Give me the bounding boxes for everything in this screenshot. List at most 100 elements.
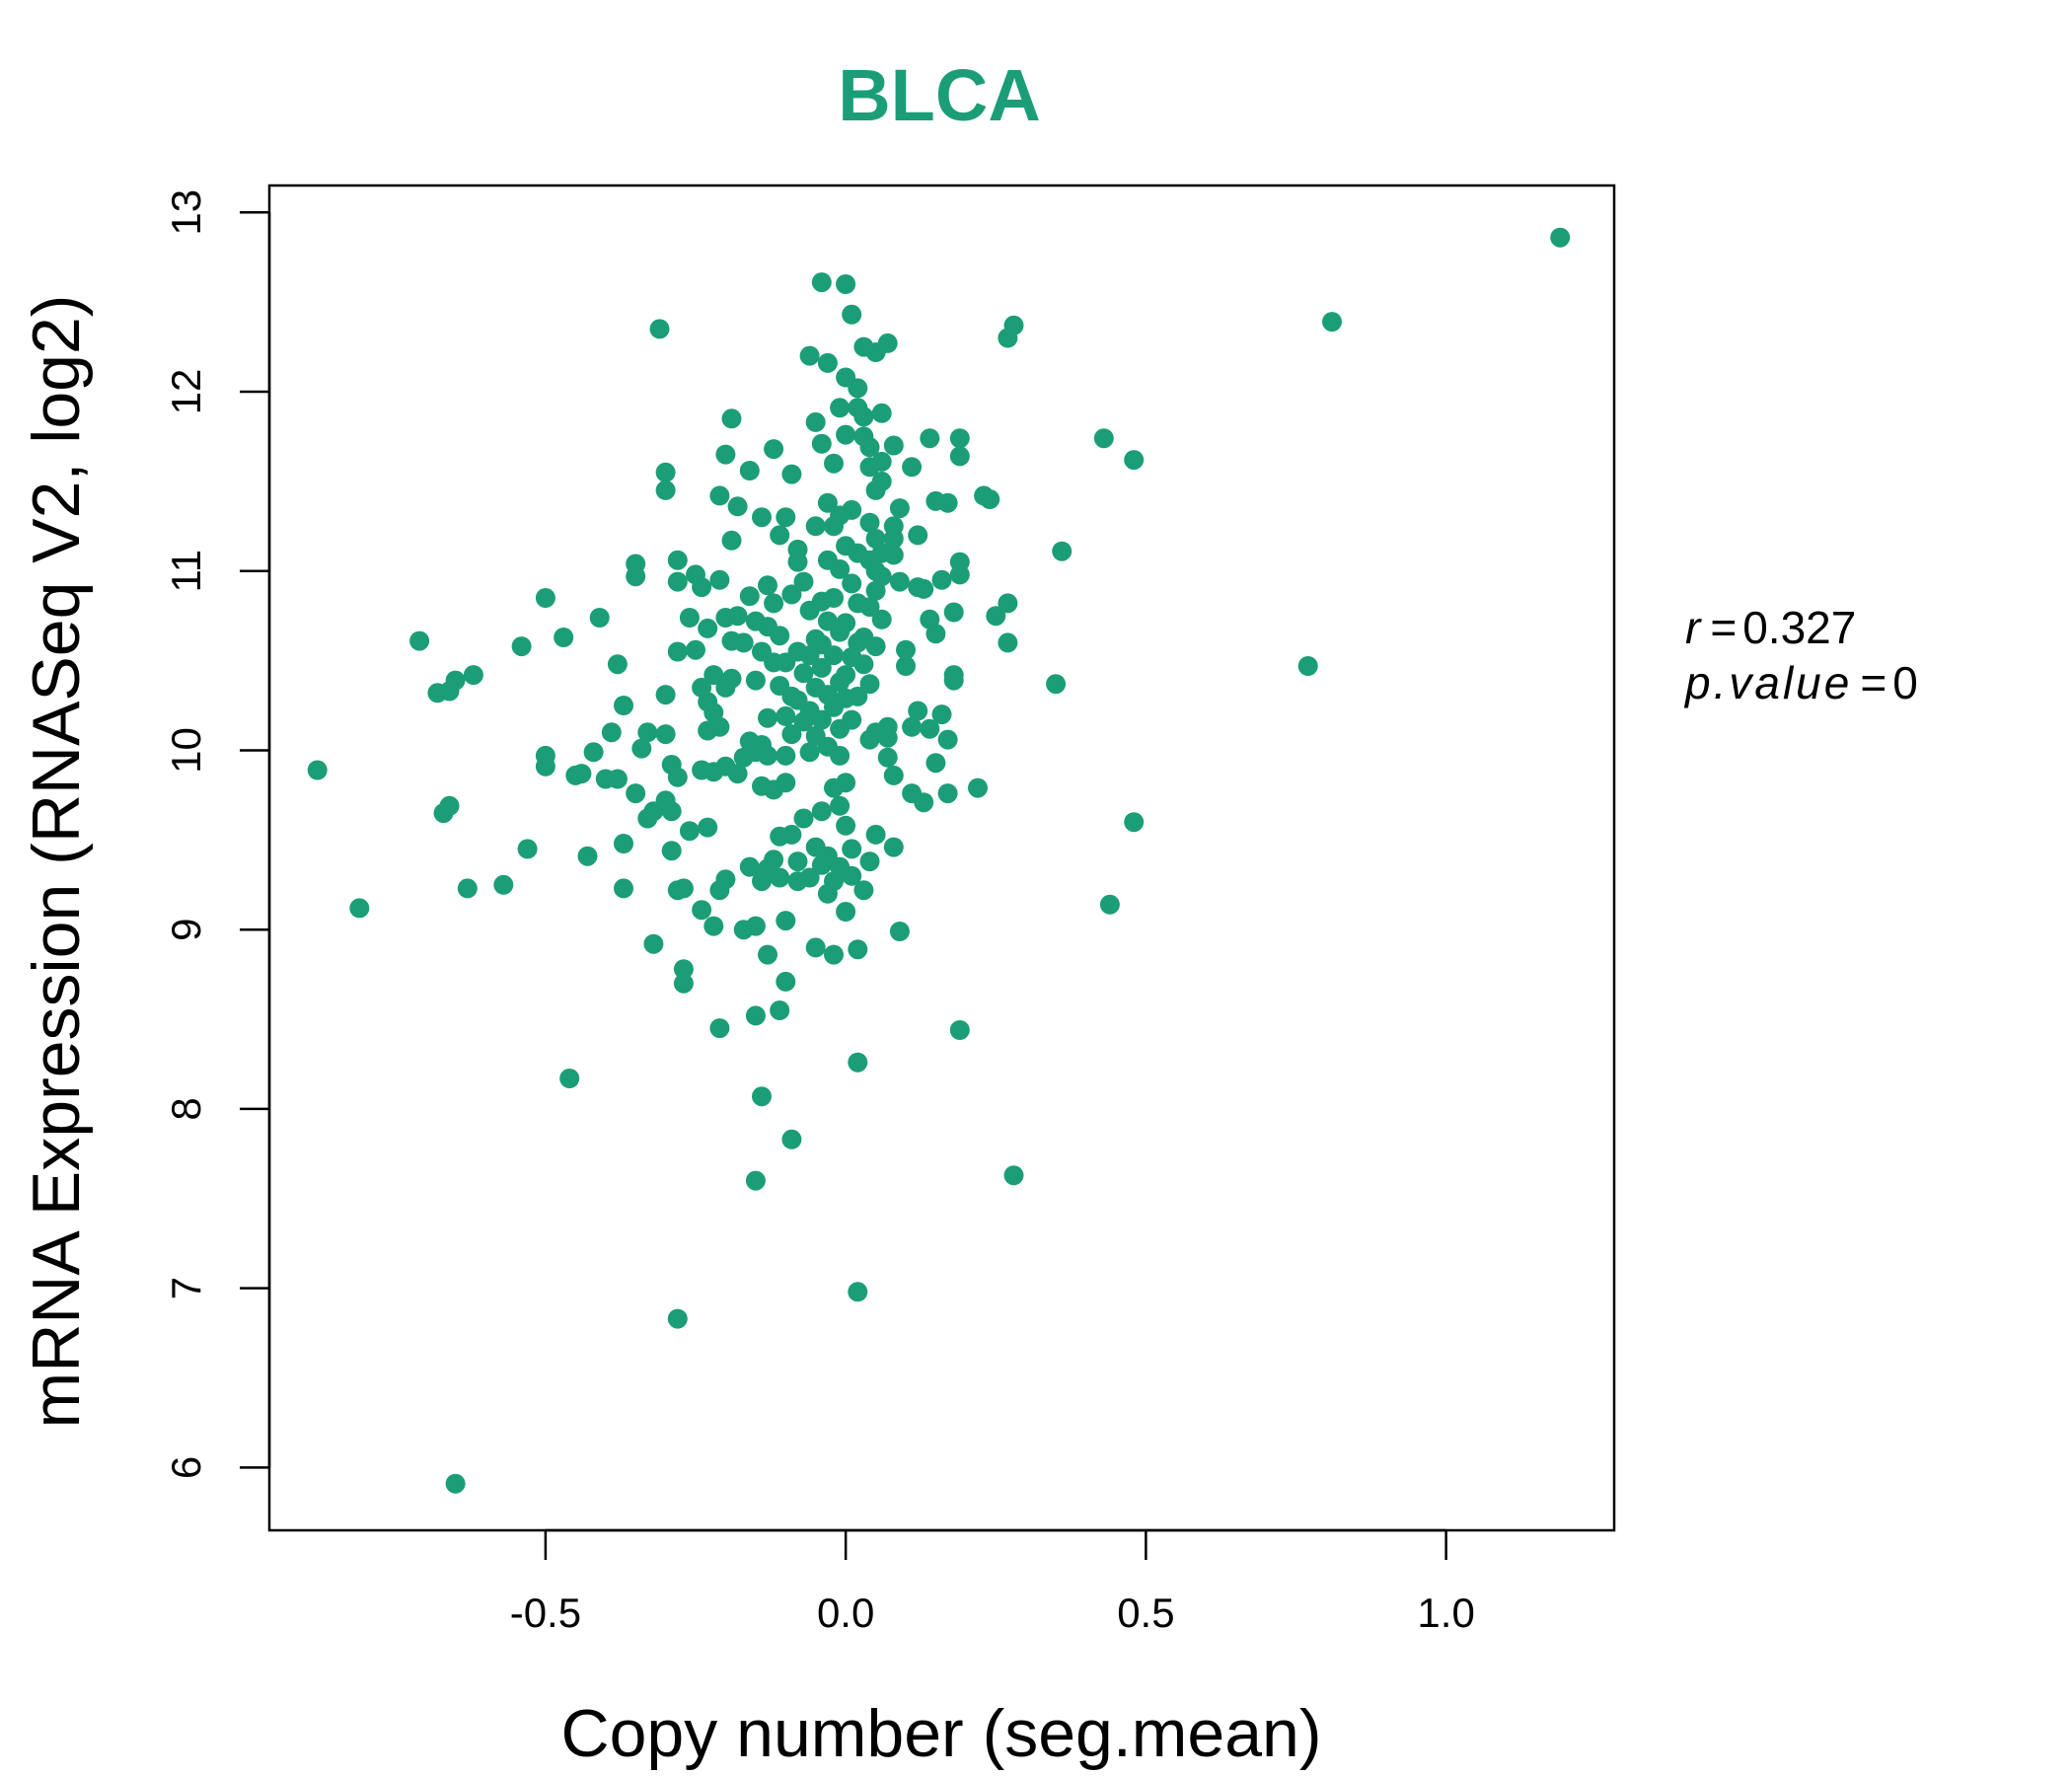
data-point — [793, 711, 814, 732]
data-point — [781, 464, 802, 484]
data-point — [865, 824, 886, 845]
data-point — [842, 304, 862, 325]
data-point — [1093, 428, 1114, 449]
data-point — [409, 630, 430, 651]
data-point — [715, 608, 736, 628]
data-point — [902, 783, 923, 804]
data-point — [752, 776, 772, 796]
data-point — [949, 446, 970, 467]
data-point — [655, 685, 676, 705]
data-point — [667, 550, 688, 570]
data-point — [787, 851, 808, 872]
data-point — [805, 516, 826, 537]
r-symbol: r — [1685, 602, 1702, 653]
data-point — [727, 496, 748, 517]
data-point — [758, 707, 777, 728]
data-point — [770, 826, 790, 847]
data-point — [614, 878, 633, 899]
data-point — [535, 745, 555, 766]
data-point — [859, 851, 880, 872]
data-point — [998, 328, 1018, 348]
data-point — [770, 525, 790, 546]
x-axis: -0.5 0.0 0.5 1.0 — [510, 1528, 1475, 1636]
data-point — [745, 1170, 766, 1191]
data-point — [920, 718, 940, 739]
y-axis-label: mRNA Expression (RNASeq V2, log2) — [19, 295, 94, 1429]
data-point — [805, 629, 826, 649]
data-point — [836, 536, 856, 556]
data-point — [1046, 674, 1067, 695]
data-point — [871, 403, 892, 423]
data-point — [824, 944, 844, 965]
data-point — [703, 665, 724, 686]
data-point — [799, 345, 820, 366]
data-point — [842, 573, 862, 594]
data-point — [709, 880, 730, 901]
x-tick-label: 1.0 — [1417, 1590, 1474, 1636]
data-point — [877, 747, 898, 768]
data-point — [830, 398, 851, 418]
data-point — [949, 1020, 970, 1040]
data-point — [698, 720, 718, 741]
data-point — [836, 367, 856, 388]
data-point — [457, 878, 478, 899]
data-point — [770, 1000, 790, 1020]
plot-frame — [267, 184, 1616, 1532]
data-point — [1099, 894, 1120, 915]
data-point — [739, 461, 760, 481]
data-point — [307, 760, 328, 780]
data-point — [853, 336, 874, 357]
data-point — [511, 636, 532, 657]
data-point — [703, 916, 724, 936]
data-point — [535, 588, 555, 608]
y-tick-label: 12 — [163, 369, 209, 415]
data-point — [908, 577, 928, 598]
data-point — [661, 755, 682, 775]
data-point — [824, 516, 844, 537]
data-point — [805, 725, 826, 746]
data-point — [805, 937, 826, 958]
data-point — [692, 760, 712, 780]
data-point — [889, 922, 910, 941]
data-point — [752, 507, 772, 528]
data-point — [770, 676, 790, 696]
data-point — [781, 584, 802, 605]
data-point — [836, 902, 856, 922]
data-point — [865, 480, 886, 500]
data-point — [859, 457, 880, 478]
data-point — [811, 801, 832, 822]
data-point — [673, 959, 694, 980]
data-point — [830, 795, 851, 816]
data-point — [842, 839, 862, 859]
data-point — [836, 424, 856, 445]
data-point — [764, 439, 784, 460]
data-point — [848, 593, 868, 614]
data-point — [752, 871, 772, 892]
data-point — [811, 272, 832, 293]
data-point — [698, 817, 718, 838]
data-point — [998, 632, 1018, 653]
p-symbol: p.value — [1683, 657, 1852, 708]
data-point — [692, 900, 712, 921]
y-tick-label: 6 — [163, 1456, 209, 1479]
data-point — [764, 593, 784, 614]
data-point — [842, 647, 862, 667]
points-layer — [307, 227, 1571, 1494]
data-point — [865, 580, 886, 601]
x-tick-label: -0.5 — [510, 1590, 581, 1636]
data-point — [661, 841, 682, 861]
data-point — [776, 911, 796, 931]
data-point — [445, 1473, 466, 1494]
chart-title: BLCA — [838, 54, 1041, 136]
data-point — [565, 765, 586, 785]
data-point — [949, 564, 970, 585]
data-point — [817, 883, 838, 904]
data-point — [739, 586, 760, 607]
data-point — [493, 874, 514, 895]
y-tick-label: 7 — [163, 1277, 209, 1299]
data-point — [925, 490, 946, 511]
data-point — [595, 769, 616, 789]
x-tick-label: 0.5 — [1117, 1590, 1174, 1636]
data-point — [614, 834, 633, 853]
